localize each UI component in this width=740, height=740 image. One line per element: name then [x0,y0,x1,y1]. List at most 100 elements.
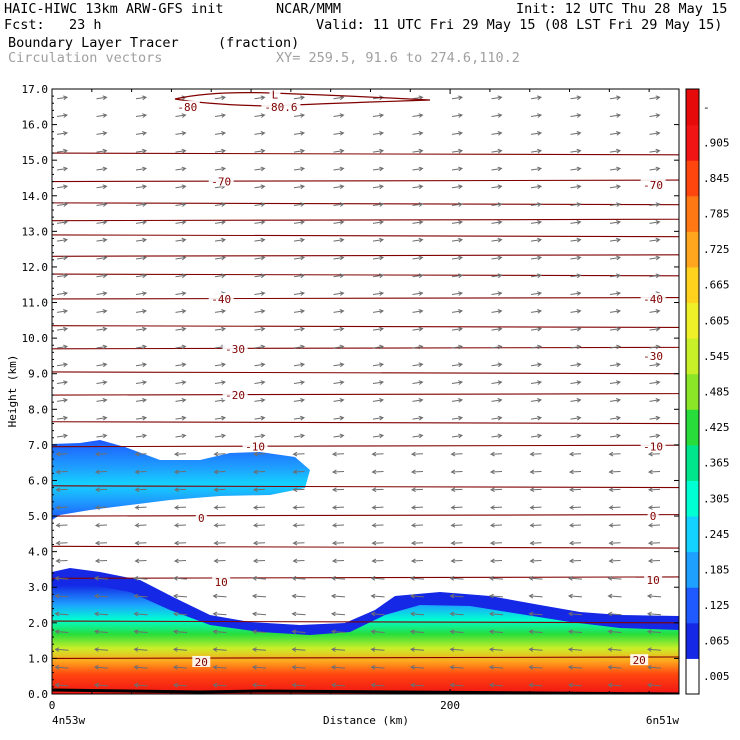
wind-vector [56,184,69,190]
wind-vector [331,469,345,475]
field-name: Boundary Layer Tracer [8,35,179,51]
wind-vector [451,309,464,314]
wind-vector [609,309,622,314]
wind-vector [412,255,424,261]
wind-vector [410,469,424,475]
wind-vector [491,433,503,439]
wind-vector [607,593,622,599]
wind-vector [175,362,187,368]
wind-vector [96,95,108,101]
wind-vector [292,558,305,564]
wind-vector [570,255,582,261]
wind-vector [372,113,385,118]
wind-vector [214,220,227,225]
wind-vector [450,469,463,475]
wind-vector [488,647,504,652]
wind-vector [370,665,385,670]
isotherm-line [52,576,679,579]
wind-vector [371,487,384,493]
isotherm-line [52,393,679,396]
wind-vector [292,505,305,510]
colorbar-label: .605 [703,314,730,327]
wind-vector [649,220,661,225]
wind-vector [96,380,108,385]
isotherm-line [52,346,679,350]
wind-vector [491,380,503,385]
wind-vector [56,148,69,154]
wind-vector [608,558,621,564]
wind-vector [333,362,345,368]
wind-vector [133,629,148,635]
wind-vector [649,309,661,314]
contour-label-bg [192,655,211,667]
wind-vector [489,505,503,510]
wind-vector [93,576,109,581]
plot-frame [51,88,680,695]
wind-vector [491,398,503,403]
wind-vector [293,433,306,439]
wind-vector [608,522,621,528]
isotherm-line [52,325,679,328]
wind-vector [214,309,227,314]
wind-vector [649,237,661,243]
wind-vector [214,202,227,207]
wind-vector [291,665,306,670]
isotherm-line [52,234,679,238]
wind-vector [649,148,661,154]
colorbar-label: .365 [703,457,730,470]
y-tick-label: 1.0 [28,652,48,665]
wind-vector [134,505,147,510]
wind-vector [56,255,69,261]
wind-vector [646,665,662,670]
isotherm-line [52,485,679,489]
wind-vector [252,487,266,493]
wind-vector [567,576,583,581]
wind-vector [570,273,582,279]
wind-vector [647,558,661,564]
wind-vector [451,398,464,403]
wind-vector [212,611,227,617]
wind-vector [96,398,108,403]
wind-vector [333,166,345,172]
wind-vector [293,362,306,368]
wind-vector [175,309,187,314]
wind-vector [649,344,661,350]
wind-vector [96,131,108,136]
colorbar-label: .485 [703,386,730,399]
wind-vector [254,237,266,243]
wind-vector [213,522,226,528]
wind-vector [212,682,227,688]
wind-vector [489,558,503,564]
wind-vector [567,665,583,670]
wind-vector [412,415,424,421]
wind-vector [293,184,306,190]
wind-vector [451,255,464,261]
wind-vector [410,540,424,546]
wind-vector [412,237,424,243]
isotherm-line [52,152,679,156]
boundary-layer-core [52,585,679,694]
contour-label: -40 [643,293,663,306]
wind-vector [372,362,385,368]
colorbar-frame [685,88,700,695]
colorbar-label: .305 [703,492,730,505]
x-axis: 0 200 [49,89,650,712]
contour-label: L [272,88,279,101]
wind-vector [412,273,424,279]
contour-label: 0 [198,512,205,525]
wind-vector [451,291,464,296]
wind-vector [491,237,503,243]
colorbar-swatch [686,266,699,304]
wind-vector [488,665,504,670]
elevated-tracer-layer [52,440,310,520]
isotherm-line [52,296,679,300]
wind-vector [293,380,306,385]
x-right-end-label: 6n51w [646,714,679,727]
wind-vector [412,326,424,332]
wind-vector [330,576,346,581]
wind-vector [570,202,582,207]
wind-vector [254,380,266,385]
wind-vector [213,469,226,475]
wind-vector [530,433,543,439]
wind-vector [609,255,622,261]
